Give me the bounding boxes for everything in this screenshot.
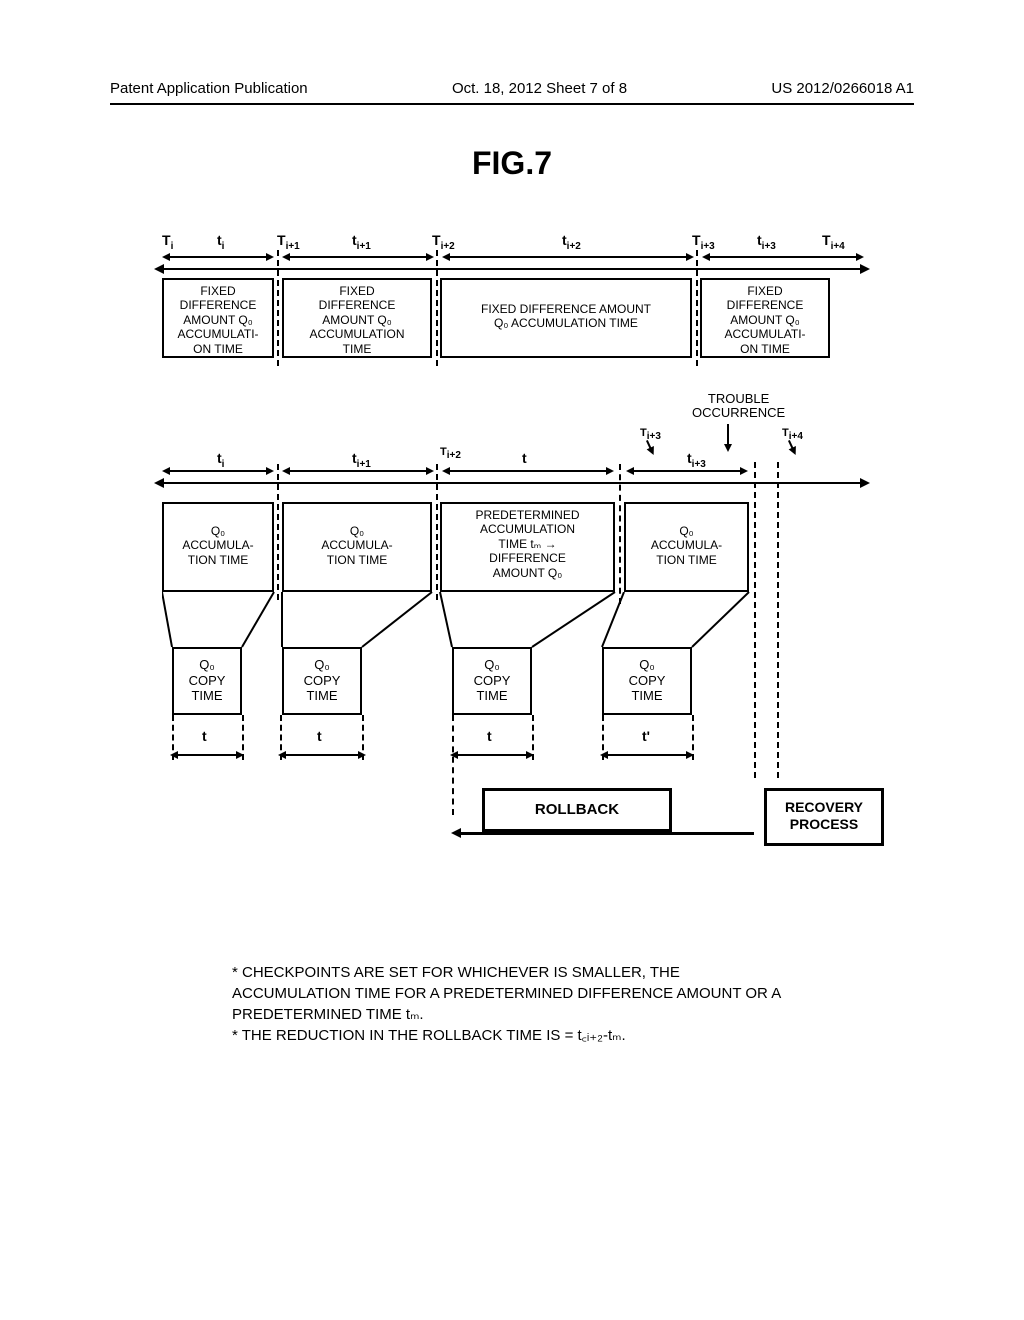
row2-box3: PREDETERMINED ACCUMULATION TIME tₘ → DIF… [440, 502, 615, 592]
row1-box1: FIXED DIFFERENCE AMOUNT Q₀ ACCUMULATI- O… [162, 278, 274, 358]
label2-ti: ti [217, 450, 224, 470]
vdash-r3-6 [532, 715, 534, 760]
dim3a [176, 754, 238, 756]
row1-box3: FIXED DIFFERENCE AMOUNT Q₀ ACCUMULATION … [440, 278, 692, 358]
label2-ti1: ti+1 [352, 450, 371, 470]
label2-Ti2: Ti+2 [440, 446, 461, 461]
row3-t1: t [202, 728, 207, 744]
dim3d [606, 754, 688, 756]
row3-box2: Q₀ COPY TIME [282, 647, 362, 715]
trouble-label: TROUBLE OCCURRENCE [692, 392, 785, 421]
row1-box4: FIXED DIFFERENCE AMOUNT Q₀ ACCUMULATI- O… [700, 278, 830, 358]
header: Patent Application Publication Oct. 18, … [110, 80, 914, 105]
rollback-arrow [459, 832, 754, 835]
footnote-2: * THE REDUCTION IN THE ROLLBACK TIME IS … [232, 1025, 792, 1046]
label-Ti2: Ti+2 [432, 232, 455, 252]
row3-t3: t [487, 728, 492, 744]
footnote-1: * CHECKPOINTS ARE SET FOR WHICHEVER IS S… [232, 962, 792, 1025]
vdash-r1-1 [277, 250, 279, 366]
vdash-r2-1 [277, 464, 279, 600]
dim1a [168, 256, 268, 258]
vdash-r1-2 [436, 250, 438, 366]
trouble-arrow [727, 424, 729, 446]
figure-title: FIG.7 [110, 145, 914, 182]
vdash-r1-3 [696, 250, 698, 366]
dim2d [632, 470, 742, 472]
row1-box2: FIXED DIFFERENCE AMOUNT Q₀ ACCUMULATION … [282, 278, 432, 358]
axis-1 [162, 268, 862, 270]
row3-box4: Q₀ COPY TIME [602, 647, 692, 715]
label-ti: ti [217, 232, 224, 252]
row2-box1: Q₀ ACCUMULA- TION TIME [162, 502, 274, 592]
vdash-r3-7 [602, 715, 604, 760]
label2-t: t [522, 450, 527, 466]
label-Ti3: Ti+3 [692, 232, 715, 252]
dim1c [448, 256, 688, 258]
vdash-r2-3 [619, 464, 621, 604]
dim2c [448, 470, 608, 472]
recovery-box: RECOVERY PROCESS [764, 788, 884, 846]
row2-box4: Q₀ ACCUMULA- TION TIME [624, 502, 749, 592]
row3-tprime: t' [642, 728, 650, 744]
label-Ti4: Ti+4 [822, 232, 845, 252]
vdash-r3-8 [692, 715, 694, 760]
rollback-box: ROLLBACK [482, 788, 672, 832]
header-left: Patent Application Publication [110, 80, 308, 97]
dim3b [284, 754, 360, 756]
label2-ti3: ti+3 [687, 450, 706, 470]
label-ti1: ti+1 [352, 232, 371, 252]
vdash-r3-1 [172, 715, 174, 760]
vdash-r3-4 [362, 715, 364, 760]
dim2a [168, 470, 268, 472]
row3-box3: Q₀ COPY TIME [452, 647, 532, 715]
label-ti2: ti+2 [562, 232, 581, 252]
row3-t2: t [317, 728, 322, 744]
dim1b [288, 256, 428, 258]
axis-2 [162, 482, 862, 484]
label-Ti: Ti [162, 232, 173, 252]
row3-box1: Q₀ COPY TIME [172, 647, 242, 715]
vdash-r3-5 [452, 715, 454, 815]
header-mid: Oct. 18, 2012 Sheet 7 of 8 [452, 80, 627, 97]
vdash-r3-3 [280, 715, 282, 760]
label-ti3: ti+3 [757, 232, 776, 252]
row2-box2: Q₀ ACCUMULA- TION TIME [282, 502, 432, 592]
vdash-r3-2 [242, 715, 244, 760]
vdash-r2-2 [436, 464, 438, 600]
dim1d [708, 256, 858, 258]
dim2b [288, 470, 428, 472]
header-right: US 2012/0266018 A1 [771, 80, 914, 97]
label2-Ti3a: Ti+3 [640, 427, 661, 442]
dim3c [456, 754, 528, 756]
diagram: Ti ti Ti+1 ti+1 Ti+2 ti+2 Ti+3 ti+3 Ti+4… [162, 232, 862, 962]
label-Ti1: Ti+1 [277, 232, 300, 252]
footnotes: * CHECKPOINTS ARE SET FOR WHICHEVER IS S… [232, 962, 792, 1046]
label2-Ti4a: Ti+4 [782, 427, 803, 442]
